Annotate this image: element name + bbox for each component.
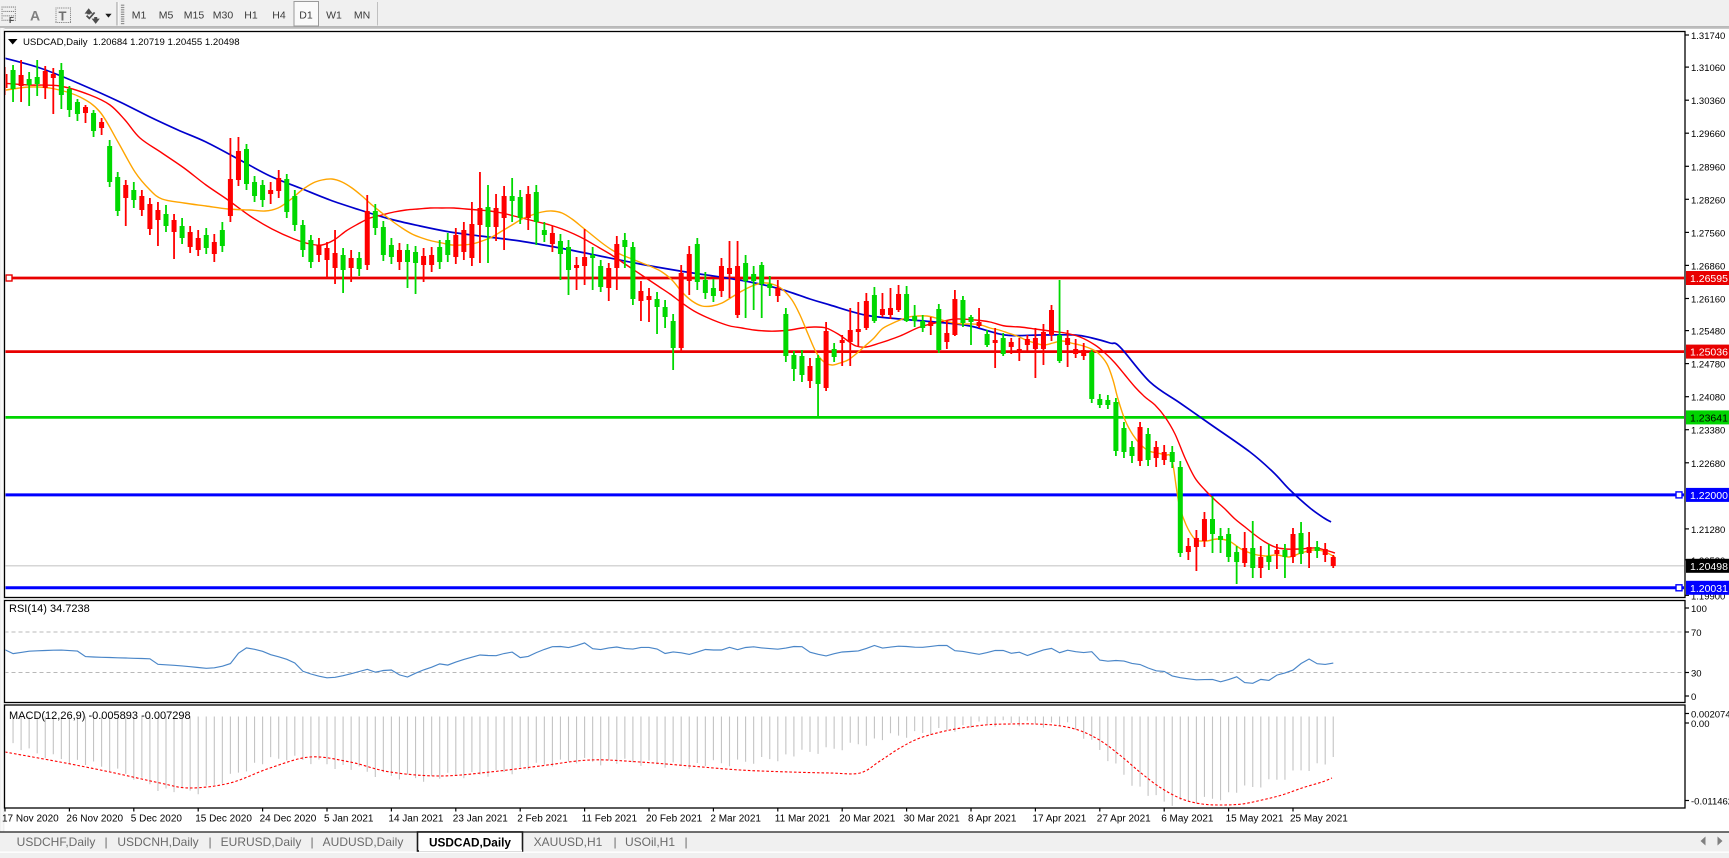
svg-text:20 Mar 2021: 20 Mar 2021: [839, 814, 896, 825]
svg-text:M1: M1: [132, 10, 147, 22]
svg-text:100: 100: [1691, 604, 1707, 615]
svg-text:6 May 2021: 6 May 2021: [1161, 814, 1214, 825]
svg-text:20 Feb 2021: 20 Feb 2021: [646, 814, 703, 825]
svg-text:1.20031: 1.20031: [1690, 583, 1728, 595]
svg-text:14 Jan 2021: 14 Jan 2021: [388, 814, 443, 825]
svg-text:AUDUSD,Daily: AUDUSD,Daily: [323, 835, 404, 849]
svg-text:M30: M30: [213, 10, 234, 22]
svg-text:|: |: [104, 835, 107, 849]
svg-text:|: |: [310, 835, 313, 849]
svg-text:T: T: [59, 9, 67, 24]
svg-text:1.19900: 1.19900: [1691, 591, 1725, 602]
svg-text:1.23380: 1.23380: [1691, 426, 1725, 437]
svg-text:1.26595: 1.26595: [1690, 273, 1728, 285]
svg-text:1.22680: 1.22680: [1691, 459, 1725, 470]
svg-text:11 Mar 2021: 11 Mar 2021: [775, 814, 831, 825]
svg-text:0.002074: 0.002074: [1691, 710, 1729, 721]
svg-text:23 Jan 2021: 23 Jan 2021: [453, 814, 508, 825]
svg-text:17 Nov 2020: 17 Nov 2020: [2, 814, 59, 825]
svg-text:1.21280: 1.21280: [1691, 525, 1725, 536]
svg-text:30 Mar 2021: 30 Mar 2021: [904, 814, 961, 825]
svg-text:1.31740: 1.31740: [1691, 31, 1725, 42]
svg-text:27 Apr 2021: 27 Apr 2021: [1097, 814, 1151, 825]
svg-text:A: A: [30, 8, 40, 24]
svg-text:|: |: [208, 835, 211, 849]
svg-text:1.25036: 1.25036: [1690, 347, 1728, 359]
svg-text:1.25480: 1.25480: [1691, 327, 1725, 338]
svg-text:1.24780: 1.24780: [1691, 360, 1725, 371]
svg-text:MN: MN: [354, 10, 370, 22]
svg-text:1.28260: 1.28260: [1691, 195, 1725, 206]
svg-text:26 Nov 2020: 26 Nov 2020: [66, 814, 123, 825]
svg-text:30: 30: [1691, 669, 1702, 680]
svg-text:M15: M15: [184, 10, 205, 22]
svg-text:M5: M5: [159, 10, 174, 22]
svg-text:USDCHF,Daily: USDCHF,Daily: [17, 835, 96, 849]
svg-text:1.29660: 1.29660: [1691, 129, 1725, 140]
svg-text:H4: H4: [272, 10, 286, 22]
svg-text:1.23641: 1.23641: [1690, 412, 1728, 424]
svg-text:2 Mar 2021: 2 Mar 2021: [710, 814, 761, 825]
svg-text:USDCAD,Daily 1.20684 1.20719: USDCAD,Daily 1.20684 1.20719 1.20455 1.2…: [23, 37, 240, 48]
svg-text:1.22000: 1.22000: [1690, 490, 1728, 502]
svg-text:1.28960: 1.28960: [1691, 162, 1725, 173]
svg-text:-0.011462: -0.011462: [1691, 797, 1729, 808]
svg-text:XAUUSD,H1: XAUUSD,H1: [534, 835, 603, 849]
svg-text:|: |: [613, 835, 616, 849]
svg-text:F: F: [9, 16, 14, 25]
svg-text:1.26860: 1.26860: [1691, 261, 1725, 272]
svg-text:0.00: 0.00: [1691, 719, 1710, 730]
svg-text:24 Dec 2020: 24 Dec 2020: [260, 814, 317, 825]
svg-text:15 May 2021: 15 May 2021: [1226, 814, 1284, 825]
svg-text:EURUSD,Daily: EURUSD,Daily: [221, 835, 302, 849]
svg-text:USOil,H1: USOil,H1: [625, 835, 675, 849]
svg-text:5 Jan 2021: 5 Jan 2021: [324, 814, 374, 825]
svg-text:15 Dec 2020: 15 Dec 2020: [195, 814, 252, 825]
svg-text:RSI(14) 34.7238: RSI(14) 34.7238: [9, 603, 90, 615]
svg-text:W1: W1: [326, 10, 342, 22]
svg-text:17 Apr 2021: 17 Apr 2021: [1032, 814, 1086, 825]
svg-text:1.24080: 1.24080: [1691, 393, 1725, 404]
svg-text:0: 0: [1691, 692, 1696, 703]
svg-text:H1: H1: [244, 10, 258, 22]
svg-text:1.30360: 1.30360: [1691, 96, 1725, 107]
svg-text:D1: D1: [299, 10, 313, 22]
svg-text:2 Feb 2021: 2 Feb 2021: [517, 814, 568, 825]
svg-text:1.20498: 1.20498: [1690, 561, 1728, 573]
svg-text:25 May 2021: 25 May 2021: [1290, 814, 1348, 825]
svg-text:5 Dec 2020: 5 Dec 2020: [131, 814, 183, 825]
svg-text:1.31060: 1.31060: [1691, 63, 1725, 74]
svg-text:1.26160: 1.26160: [1691, 295, 1725, 306]
svg-text:USDCAD,Daily: USDCAD,Daily: [429, 836, 511, 850]
svg-text:MACD(12,26,9) -0.005893 -0.007: MACD(12,26,9) -0.005893 -0.007298: [9, 710, 191, 722]
svg-text:|: |: [684, 835, 687, 849]
svg-text:70: 70: [1691, 628, 1702, 639]
svg-text:11 Feb 2021: 11 Feb 2021: [582, 814, 638, 825]
svg-text:1.27560: 1.27560: [1691, 228, 1725, 239]
svg-text:USDCNH,Daily: USDCNH,Daily: [117, 835, 198, 849]
svg-text:8 Apr 2021: 8 Apr 2021: [968, 814, 1017, 825]
